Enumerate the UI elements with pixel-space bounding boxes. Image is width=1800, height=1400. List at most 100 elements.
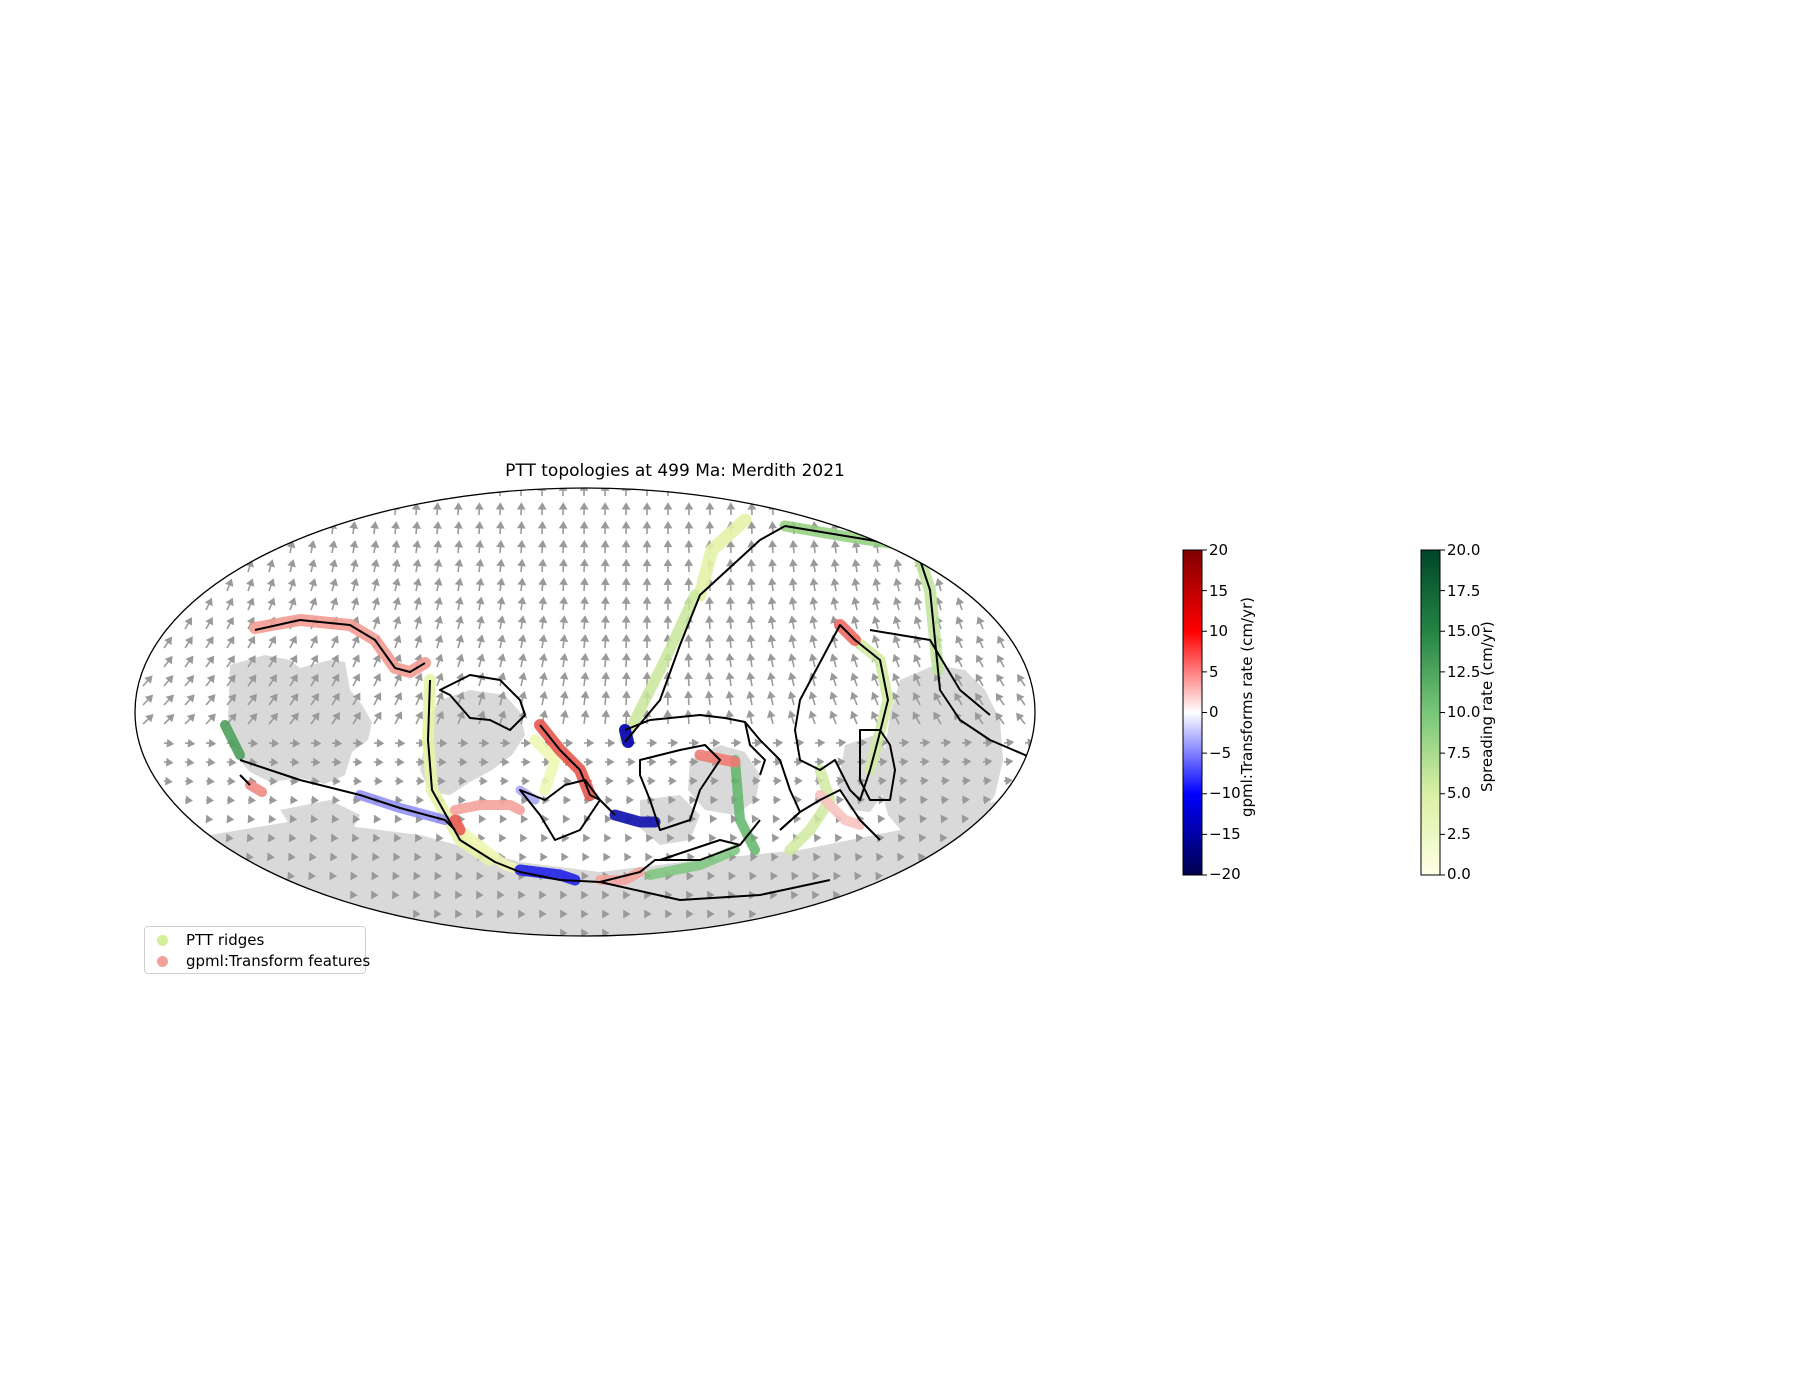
velocity-arrow xyxy=(829,691,838,706)
velocity-arrow xyxy=(476,909,484,919)
velocity-arrow xyxy=(497,634,506,649)
velocity-arrow xyxy=(621,690,631,706)
velocity-arrow xyxy=(940,795,949,805)
velocity-arrow xyxy=(600,488,610,497)
velocity-arrow xyxy=(726,577,735,592)
velocity-arrow xyxy=(919,776,929,786)
velocity-arrow xyxy=(476,653,486,668)
velocity-arrow xyxy=(370,558,380,573)
velocity-arrow xyxy=(499,738,511,748)
velocity-arrow xyxy=(205,814,214,824)
velocity-arrow xyxy=(772,738,784,748)
velocity-arrow xyxy=(289,757,300,767)
velocity-arrow xyxy=(411,502,421,516)
velocity-arrow xyxy=(349,890,358,900)
velocity-arrow xyxy=(621,488,631,497)
velocity-arrow xyxy=(893,558,903,573)
velocity-arrow xyxy=(474,521,484,535)
velocity-arrow xyxy=(877,757,888,767)
velocity-arrow xyxy=(705,521,715,535)
velocity-arrow xyxy=(580,615,589,630)
velocity-arrow xyxy=(394,776,404,786)
velocity-arrow xyxy=(539,690,548,706)
velocity-arrow xyxy=(876,852,884,862)
velocity-arrow xyxy=(372,852,380,862)
velocity-arrow xyxy=(835,738,847,748)
velocity-arrow xyxy=(579,521,589,535)
velocity-arrow xyxy=(349,540,359,554)
velocity-arrow xyxy=(684,558,694,573)
boundary-west-top xyxy=(254,619,426,673)
velocity-arrow xyxy=(877,776,887,786)
velocity-arrow xyxy=(728,909,736,919)
velocity-arrow xyxy=(289,693,299,706)
velocity-arrow xyxy=(163,694,174,706)
velocity-arrow xyxy=(600,558,610,573)
velocity-arrow xyxy=(476,634,485,649)
velocity-arrow xyxy=(370,540,380,554)
velocity-arrow xyxy=(709,814,718,824)
velocity-arrow xyxy=(370,890,379,900)
velocity-arrow xyxy=(184,738,196,748)
velocity-arrow xyxy=(975,692,984,706)
velocity-arrow xyxy=(581,890,589,900)
velocity-arrow xyxy=(646,757,657,767)
velocity-arrow xyxy=(933,692,942,706)
velocity-arrow xyxy=(982,757,993,767)
velocity-arrow xyxy=(392,615,402,630)
colorbar-spreading-tick-label: 10.0 xyxy=(1447,703,1481,721)
velocity-arrow xyxy=(954,692,963,706)
velocity-arrow xyxy=(519,852,527,862)
velocity-arrow xyxy=(497,691,507,706)
velocity-arrow xyxy=(600,521,610,535)
colorbar-transforms-label: gpml:Transforms rate (cm/yr) xyxy=(1238,597,1256,817)
velocity-arrow xyxy=(749,909,757,919)
velocity-arrow xyxy=(289,814,298,824)
velocity-arrow xyxy=(434,871,442,881)
velocity-arrow xyxy=(832,890,841,900)
velocity-arrow xyxy=(961,738,973,748)
velocity-arrow xyxy=(455,615,464,630)
velocity-arrow xyxy=(787,710,797,725)
velocity-arrow xyxy=(412,558,422,573)
velocity-arrow xyxy=(373,814,382,824)
legend: PTT ridges gpml:Transform features xyxy=(144,926,370,974)
velocity-arrow xyxy=(352,757,363,767)
velocity-arrow xyxy=(581,871,589,881)
velocity-arrow xyxy=(391,540,401,554)
velocity-arrow xyxy=(684,539,694,554)
velocity-arrow xyxy=(163,655,173,668)
velocity-arrow xyxy=(665,909,673,919)
velocity-arrow xyxy=(226,674,236,687)
velocity-arrow xyxy=(583,738,595,748)
velocity-arrow xyxy=(667,833,675,843)
velocity-arrow xyxy=(476,890,484,900)
velocity-arrow xyxy=(809,577,819,592)
velocity-arrow xyxy=(310,673,319,687)
velocity-arrow xyxy=(393,852,401,862)
velocity-arrow xyxy=(268,674,278,687)
velocity-arrow xyxy=(478,757,489,767)
velocity-arrow xyxy=(771,852,779,862)
velocity-arrow xyxy=(205,713,216,725)
velocity-arrow xyxy=(560,928,568,936)
velocity-arrow xyxy=(539,909,547,919)
velocity-arrow xyxy=(205,674,215,687)
velocity-arrow xyxy=(559,634,569,649)
velocity-arrow xyxy=(788,615,798,630)
velocity-arrow xyxy=(791,871,799,881)
velocity-arrow xyxy=(747,502,757,516)
velocity-arrow xyxy=(352,738,364,748)
velocity-arrow xyxy=(289,654,298,668)
velocity-arrow xyxy=(1003,757,1014,767)
velocity-arrow xyxy=(225,578,234,592)
velocity-arrow xyxy=(766,709,776,725)
velocity-arrow xyxy=(919,757,930,767)
velocity-arrow xyxy=(436,776,446,786)
velocity-arrow xyxy=(604,757,615,767)
velocity-arrow xyxy=(518,909,526,919)
velocity-arrow xyxy=(898,738,910,748)
velocity-arrow xyxy=(495,502,505,516)
velocity-arrow xyxy=(268,654,277,668)
velocity-arrow xyxy=(373,711,382,725)
